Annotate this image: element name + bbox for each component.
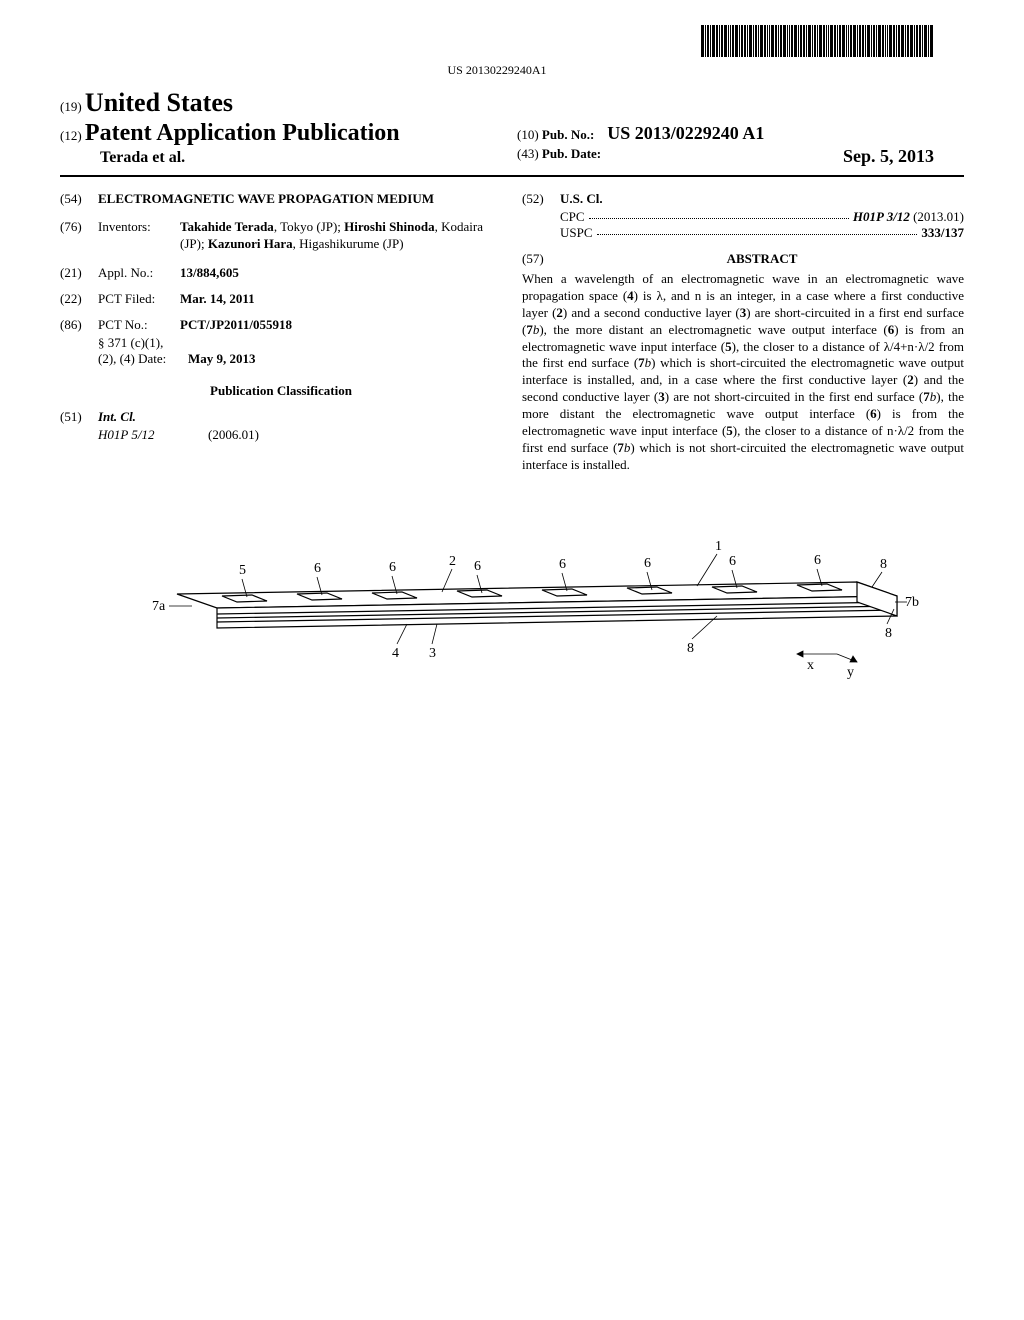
figure-area: 5 6 6 2 6 6 6 1 6 6 8 7a 7b 4 3 8 8 x y: [60, 524, 964, 688]
pct-no-value: PCT/JP2011/055918: [180, 317, 292, 333]
code-43: (43): [517, 146, 539, 161]
code-86: (86): [60, 317, 98, 333]
fig-label-5: 5: [239, 563, 246, 578]
fig-label-2: 2: [449, 554, 456, 569]
col-right: (52) U.S. Cl. CPC H01P 3/12 (2013.01) US…: [522, 191, 964, 474]
pub-no-line: (10) Pub. No.: US 2013/0229240 A1: [517, 123, 964, 144]
code-52: (52): [522, 191, 560, 207]
fig-label-6e: 6: [644, 556, 651, 571]
dots-icon: [589, 209, 849, 219]
header-right: (10) Pub. No.: US 2013/0229240 A1 (43) P…: [507, 123, 964, 167]
field-21: (21) Appl. No.: 13/884,605: [60, 265, 502, 281]
fig-label-8b: 8: [687, 641, 694, 656]
date-371-label: (2), (4) Date:: [98, 351, 188, 367]
cpc-value: H01P 3/12 (2013.01): [853, 209, 964, 225]
pub-date-line: (43) Pub. Date: Sep. 5, 2013: [517, 146, 964, 162]
code-10: (10): [517, 127, 539, 142]
fig-axis-y: y: [847, 665, 854, 680]
pct-no-label: PCT No.:: [98, 317, 180, 333]
publication-title: Patent Application Publication: [85, 120, 400, 146]
pub-no-value: US 2013/0229240 A1: [607, 123, 764, 143]
pub-date-value: Sep. 5, 2013: [843, 146, 934, 167]
code-54: (54): [60, 191, 98, 208]
columns: (54) ELECTROMAGNETIC WAVE PROPAGATION ME…: [60, 191, 964, 474]
code-51: (51): [60, 409, 98, 425]
abstract-text: When a wavelength of an electromagnetic …: [522, 271, 964, 474]
field-86-sub1: § 371 (c)(1),: [60, 335, 502, 351]
code-22: (22): [60, 291, 98, 307]
code-19: (19): [60, 99, 82, 114]
fig-label-8a: 8: [880, 557, 887, 572]
field-51-value: H01P 5/12 (2006.01): [60, 427, 502, 443]
abstract-header: (57) ABSTRACT: [522, 251, 964, 267]
header-left: (19) United States (12) Patent Applicati…: [60, 88, 507, 167]
barcode-number: US 20130229240A1: [60, 63, 934, 78]
fig-label-1: 1: [715, 539, 722, 554]
pub-title-line: (12) Patent Application Publication: [60, 120, 507, 147]
fig-label-6d: 6: [559, 557, 566, 572]
patent-figure: 5 6 6 2 6 6 6 1 6 6 8 7a 7b 4 3 8 8 x y: [97, 524, 927, 684]
pub-date-label: Pub. Date:: [542, 146, 601, 161]
country-name: United States: [85, 88, 233, 117]
inventors-value: Takahide Terada, Tokyo (JP); Hiroshi Shi…: [180, 218, 502, 253]
fig-label-4: 4: [392, 646, 399, 661]
code-76: (76): [60, 218, 98, 253]
fig-label-7a: 7a: [152, 599, 166, 614]
field-54: (54) ELECTROMAGNETIC WAVE PROPAGATION ME…: [60, 191, 502, 208]
code-12: (12): [60, 128, 82, 143]
cpc-label: CPC: [560, 209, 585, 225]
fig-label-6b: 6: [389, 560, 396, 575]
fig-label-6c: 6: [474, 559, 481, 574]
classification-heading: Publication Classification: [60, 383, 502, 399]
field-76: (76) Inventors: Takahide Terada, Tokyo (…: [60, 218, 502, 253]
pub-no-label: Pub. No.:: [542, 127, 594, 142]
field-86: (86) PCT No.: PCT/JP2011/055918: [60, 317, 502, 333]
fig-label-6g: 6: [814, 553, 821, 568]
col-left: (54) ELECTROMAGNETIC WAVE PROPAGATION ME…: [60, 191, 502, 474]
uspc-line: USPC 333/137: [522, 225, 964, 241]
pct-filed-value: Mar. 14, 2011: [180, 291, 255, 307]
appl-no-value: 13/884,605: [180, 265, 239, 281]
fig-label-7b: 7b: [905, 595, 919, 610]
invention-title: ELECTROMAGNETIC WAVE PROPAGATION MEDIUM: [98, 191, 434, 208]
barcode-section: US 20130229240A1: [60, 25, 964, 78]
code-21: (21): [60, 265, 98, 281]
fig-label-3: 3: [429, 646, 436, 661]
int-cl-class: H01P 5/12: [98, 427, 208, 443]
uspc-label: USPC: [560, 225, 593, 241]
fig-axis-x: x: [807, 658, 814, 673]
int-cl-label: Int. Cl.: [98, 409, 136, 425]
pct-filed-label: PCT Filed:: [98, 291, 180, 307]
inventors-label: Inventors:: [98, 218, 180, 253]
int-cl-year: (2006.01): [208, 427, 259, 443]
fig-label-6f: 6: [729, 554, 736, 569]
abstract-heading: ABSTRACT: [560, 251, 964, 267]
barcode: [701, 25, 934, 61]
field-52: (52) U.S. Cl.: [522, 191, 964, 207]
field-86-sub2: (2), (4) Date: May 9, 2013: [60, 351, 502, 367]
fig-label-6a: 6: [314, 561, 321, 576]
fig-label-8c: 8: [885, 626, 892, 641]
sec-371-label: § 371 (c)(1),: [98, 335, 163, 351]
field-51: (51) Int. Cl.: [60, 409, 502, 425]
authors-line: Terada et al.: [60, 149, 507, 167]
cpc-line: CPC H01P 3/12 (2013.01): [522, 209, 964, 225]
divider: [60, 175, 964, 177]
code-57: (57): [522, 251, 560, 267]
uspc-value: 333/137: [921, 225, 964, 241]
dots-icon: [597, 225, 918, 235]
us-cl-label: U.S. Cl.: [560, 191, 603, 207]
appl-no-label: Appl. No.:: [98, 265, 180, 281]
header-row: (19) United States (12) Patent Applicati…: [60, 88, 964, 167]
date-371-value: May 9, 2013: [188, 351, 256, 367]
field-22: (22) PCT Filed: Mar. 14, 2011: [60, 291, 502, 307]
country-line: (19) United States: [60, 88, 507, 118]
